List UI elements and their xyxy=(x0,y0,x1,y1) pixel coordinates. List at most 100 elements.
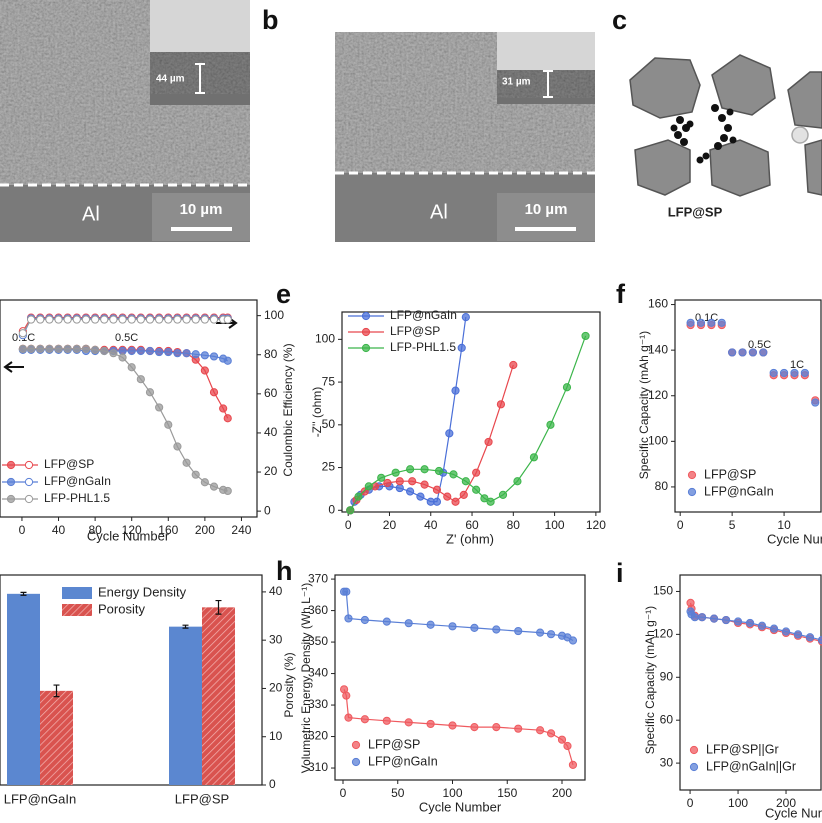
series-marker xyxy=(557,735,567,744)
y-tick-label: 25 xyxy=(322,460,336,474)
legend-label: LFP@SP xyxy=(704,467,756,481)
series-marker xyxy=(696,318,706,327)
y-tick-label: 330 xyxy=(308,697,328,711)
x-tick-label: 120 xyxy=(122,523,142,537)
x-tick-label: 120 xyxy=(586,518,606,532)
thickness-label: 44 µm xyxy=(156,74,185,85)
series-marker xyxy=(472,485,481,494)
series-marker xyxy=(509,360,518,370)
series-marker xyxy=(811,398,820,407)
legend-marker xyxy=(351,757,361,767)
error-bar xyxy=(215,599,222,615)
legend-marker xyxy=(6,477,16,487)
efficiency-marker xyxy=(182,315,191,324)
y-axis-label: Specific Capacity (mAh g⁻¹) xyxy=(637,331,651,479)
legend-label: LFP@nGaIn xyxy=(368,754,438,768)
legend-marker xyxy=(351,740,361,750)
y2-tick-label: 100 xyxy=(264,308,284,322)
legend-swatch xyxy=(62,604,92,616)
series-marker xyxy=(81,344,91,353)
series-marker xyxy=(793,630,803,639)
x-tick-label: 0 xyxy=(19,523,26,537)
y2-tick-label: 40 xyxy=(264,425,278,439)
x-tick-label: 100 xyxy=(442,786,462,800)
x-axis-label: Cycle Number xyxy=(87,528,170,543)
series-marker xyxy=(470,623,479,633)
series-marker xyxy=(127,363,136,372)
series-marker xyxy=(344,614,353,623)
series-marker xyxy=(546,420,555,429)
y-tick-label: 150 xyxy=(653,584,673,598)
legend-marker xyxy=(6,494,16,504)
series-marker xyxy=(223,414,232,423)
x-tick-label: 80 xyxy=(88,523,102,537)
x-tick-label: 40 xyxy=(424,518,438,532)
efficiency-marker xyxy=(26,315,36,324)
x-tick-label: 200 xyxy=(195,523,215,537)
series-marker xyxy=(697,613,707,622)
series-marker xyxy=(136,346,145,356)
efficiency-marker xyxy=(100,315,109,324)
series-marker xyxy=(470,722,479,732)
series-marker xyxy=(209,388,219,397)
legend-label: LFP@SP xyxy=(390,324,440,338)
sem-image-b: 31 µm Al 10 µm xyxy=(335,32,595,242)
series-marker xyxy=(513,477,522,486)
legend-marker xyxy=(689,745,699,755)
annotation: 0.5C xyxy=(115,332,138,344)
series-marker xyxy=(45,344,54,353)
series-marker xyxy=(209,482,219,491)
efficiency-marker xyxy=(118,315,127,324)
legend-label: LFP@nGaIn xyxy=(44,474,111,488)
series-marker xyxy=(536,628,545,637)
efficiency-marker xyxy=(173,315,182,324)
series-marker xyxy=(529,453,539,462)
series-marker xyxy=(223,356,232,365)
series-marker xyxy=(173,349,182,358)
series-marker xyxy=(426,719,435,729)
efficiency-marker xyxy=(72,315,81,324)
series-marker xyxy=(360,715,369,724)
legend-marker xyxy=(361,343,371,353)
schematic-label: LFP@SP xyxy=(668,204,723,219)
y2-axis-label: Porosity (%) xyxy=(282,652,296,717)
x-axis-label: Cycle Number xyxy=(419,799,502,814)
x-axis-label: Cycle Number xyxy=(767,531,822,546)
series-marker xyxy=(738,348,747,357)
y-tick-label: 120 xyxy=(648,388,668,402)
x-tick-label: 10 xyxy=(777,518,791,532)
substrate-label: Al xyxy=(82,203,100,225)
annotation: 0.5C xyxy=(748,339,771,351)
series-marker xyxy=(472,468,481,477)
error-bar xyxy=(53,684,60,698)
series-marker xyxy=(461,477,470,486)
legend-marker xyxy=(361,327,371,337)
legend-marker xyxy=(687,470,697,480)
series-marker xyxy=(717,318,726,327)
legend-label: LFP@nGaIn xyxy=(390,308,457,322)
efficiency-marker xyxy=(81,315,91,324)
efficiency-marker xyxy=(127,315,136,324)
series-marker xyxy=(709,614,719,623)
series-marker xyxy=(155,347,164,357)
efficiency-marker xyxy=(54,315,63,324)
series-marker xyxy=(757,621,767,630)
series-marker xyxy=(546,630,556,639)
x-tick-label: 0 xyxy=(677,518,684,532)
panel-label: e xyxy=(276,279,291,309)
series-line xyxy=(344,591,574,642)
x-tick-label: 0 xyxy=(340,786,347,800)
series-marker xyxy=(416,492,425,501)
series-marker xyxy=(707,318,716,327)
legend-marker xyxy=(24,477,34,487)
series-marker xyxy=(100,346,109,356)
y2-tick-label: 0 xyxy=(269,777,276,791)
series-marker xyxy=(164,420,173,429)
series-marker xyxy=(406,487,415,496)
legend-label: LFP@SP||Gr xyxy=(706,742,779,756)
efficiency-marker xyxy=(18,329,27,338)
series-marker xyxy=(395,483,404,493)
series-marker xyxy=(496,400,506,409)
efficiency-marker xyxy=(45,315,54,324)
legend-marker xyxy=(689,762,699,772)
